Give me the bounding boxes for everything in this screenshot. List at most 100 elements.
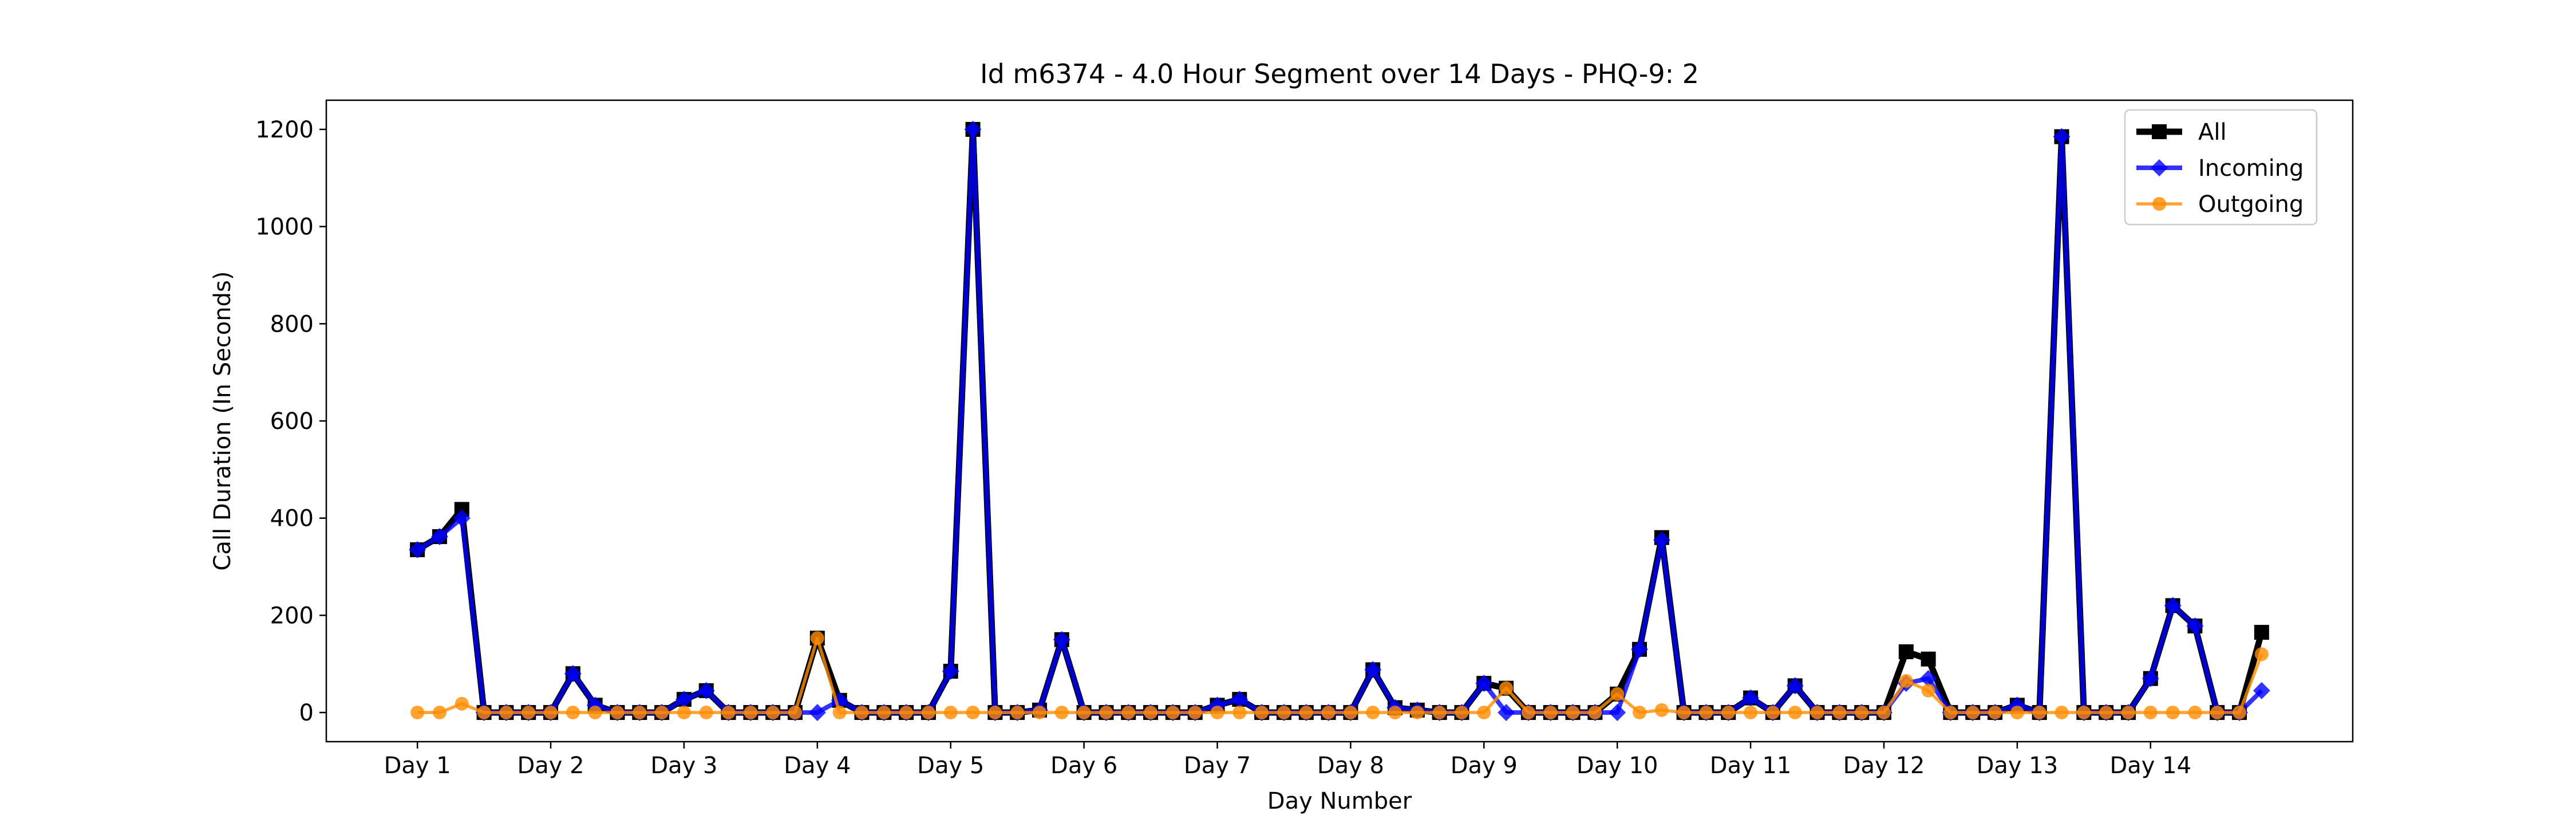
data-point-outgoing	[699, 706, 713, 720]
data-point-outgoing	[566, 706, 580, 720]
data-point-outgoing	[655, 706, 669, 720]
data-point-incoming	[808, 704, 826, 722]
x-tick-label: Day 10	[1577, 753, 1658, 779]
x-tick-label: Day 11	[1710, 753, 1792, 779]
data-point-outgoing	[1344, 706, 1358, 720]
data-point-incoming	[1919, 670, 1937, 687]
data-point-outgoing	[1943, 706, 1958, 720]
legend: All Incoming Outgoing	[2124, 109, 2318, 226]
data-point-incoming	[1231, 691, 1249, 708]
legend-marker-incoming	[2151, 159, 2168, 176]
data-point-outgoing	[1255, 706, 1269, 720]
data-point-outgoing	[2010, 706, 2024, 720]
data-point-incoming	[1631, 640, 1649, 658]
data-point-outgoing	[1521, 706, 1535, 720]
x-tick-label: Day 8	[1317, 753, 1384, 779]
y-tick-label: 600	[270, 408, 314, 435]
series-outgoing	[410, 631, 2269, 720]
data-point-outgoing	[1432, 706, 1447, 720]
data-point-outgoing	[2077, 706, 2091, 720]
x-tick-label: Day 14	[2109, 753, 2191, 779]
x-tick-label: Day 4	[784, 753, 851, 779]
data-point-outgoing	[1410, 706, 1424, 720]
data-point-incoming	[564, 665, 582, 683]
data-point-outgoing	[1832, 706, 1847, 720]
data-point-outgoing	[2233, 706, 2247, 720]
data-point-outgoing	[1366, 706, 1380, 720]
data-point-outgoing	[2032, 706, 2046, 720]
data-point-outgoing	[1388, 706, 1402, 720]
data-point-outgoing	[744, 706, 758, 720]
data-point-outgoing	[1633, 706, 1647, 720]
data-point-incoming	[675, 691, 693, 708]
data-point-all	[1898, 644, 1914, 660]
plot-frame	[325, 99, 2354, 743]
data-point-outgoing	[855, 706, 869, 720]
data-point-outgoing	[1876, 706, 1891, 720]
data-point-incoming	[2186, 617, 2204, 635]
data-point-outgoing	[1277, 706, 1291, 720]
data-point-outgoing	[877, 706, 891, 720]
data-point-outgoing	[1077, 706, 1091, 720]
data-point-incoming	[2142, 670, 2159, 687]
data-point-outgoing	[1144, 706, 1158, 720]
data-point-incoming	[697, 682, 715, 699]
y-tick-label: 400	[270, 506, 314, 532]
data-point-outgoing	[1499, 681, 1514, 695]
legend-label-outgoing: Outgoing	[2198, 191, 2304, 218]
x-axis-label: Day Number	[1267, 788, 1412, 814]
data-point-outgoing	[788, 706, 803, 720]
y-axis: 0 200 400 600 800 1000 1200	[255, 117, 326, 726]
data-point-outgoing	[721, 706, 736, 720]
x-tick-label: Day 7	[1184, 753, 1251, 779]
data-point-outgoing	[1032, 706, 1046, 720]
data-point-outgoing	[544, 706, 558, 720]
data-point-outgoing	[2166, 706, 2180, 720]
data-point-outgoing	[1721, 706, 1736, 720]
x-tick-label: Day 13	[1977, 753, 2059, 779]
x-tick-label: Day 6	[1050, 753, 1117, 779]
x-tick-label: Day 12	[1843, 753, 1925, 779]
y-tick-label: 200	[270, 602, 314, 629]
data-point-outgoing	[1321, 706, 1336, 720]
data-point-incoming	[2253, 682, 2270, 699]
data-point-outgoing	[1765, 706, 1780, 720]
x-tick-label: Day 1	[384, 753, 451, 779]
data-point-outgoing	[899, 706, 914, 720]
data-point-incoming	[1742, 689, 1760, 707]
data-point-outgoing	[432, 706, 447, 720]
data-point-outgoing	[1054, 706, 1069, 720]
data-point-outgoing	[1477, 706, 1491, 720]
data-point-outgoing	[1677, 706, 1691, 720]
series-layer	[409, 120, 2270, 722]
data-point-outgoing	[2143, 706, 2158, 720]
data-point-incoming	[430, 527, 448, 545]
data-point-outgoing	[1121, 706, 1136, 720]
data-point-incoming	[964, 120, 982, 138]
data-point-outgoing	[2254, 647, 2269, 661]
x-tick-label: Day 5	[917, 753, 984, 779]
data-point-outgoing	[477, 706, 491, 720]
legend-marker-outgoing	[2152, 197, 2166, 211]
data-point-outgoing	[1921, 683, 1935, 698]
x-tick-label: Day 2	[517, 753, 584, 779]
data-point-outgoing	[1744, 706, 1758, 720]
data-point-incoming	[1786, 677, 1804, 695]
data-point-outgoing	[766, 706, 780, 720]
data-point-outgoing	[943, 706, 958, 720]
data-point-outgoing	[1699, 706, 1713, 720]
y-tick-label: 800	[270, 311, 314, 337]
data-point-incoming	[1475, 675, 1493, 692]
data-point-outgoing	[1299, 706, 1313, 720]
data-point-incoming	[453, 509, 471, 527]
data-point-outgoing	[1610, 687, 1625, 701]
legend-box	[2124, 109, 2318, 226]
data-point-outgoing	[1010, 706, 1025, 720]
legend-marker-all	[2152, 124, 2167, 139]
data-point-outgoing	[499, 706, 513, 720]
legend-label-incoming: Incoming	[2198, 155, 2304, 182]
y-tick-label: 0	[299, 700, 314, 726]
data-point-outgoing	[2099, 706, 2113, 720]
